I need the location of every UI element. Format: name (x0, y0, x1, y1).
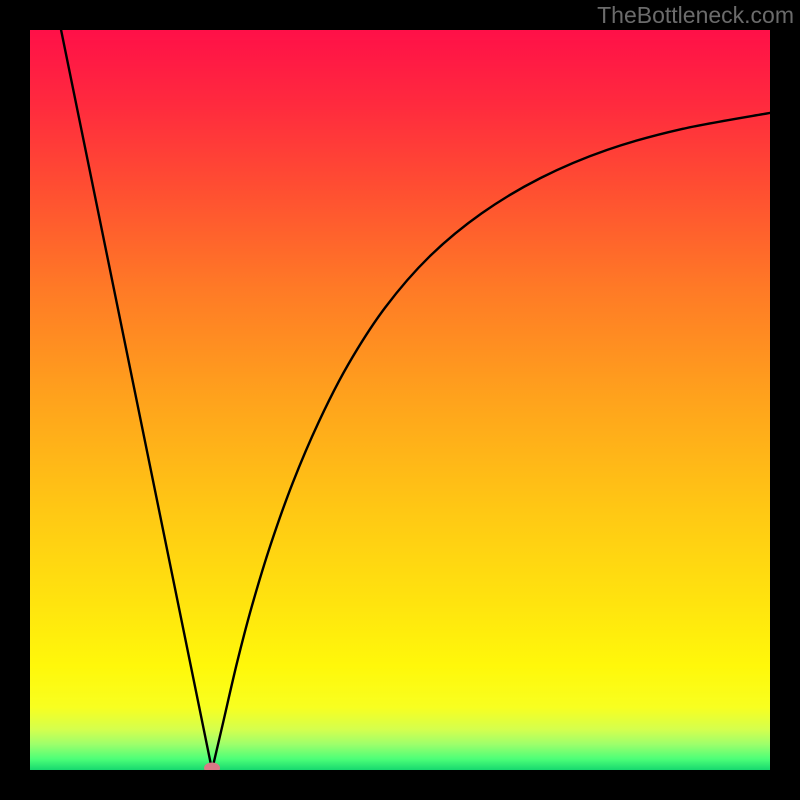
plot-gradient-area (30, 30, 770, 770)
watermark-text: TheBottleneck.com (597, 2, 794, 29)
chart-container: TheBottleneck.com (0, 0, 800, 800)
